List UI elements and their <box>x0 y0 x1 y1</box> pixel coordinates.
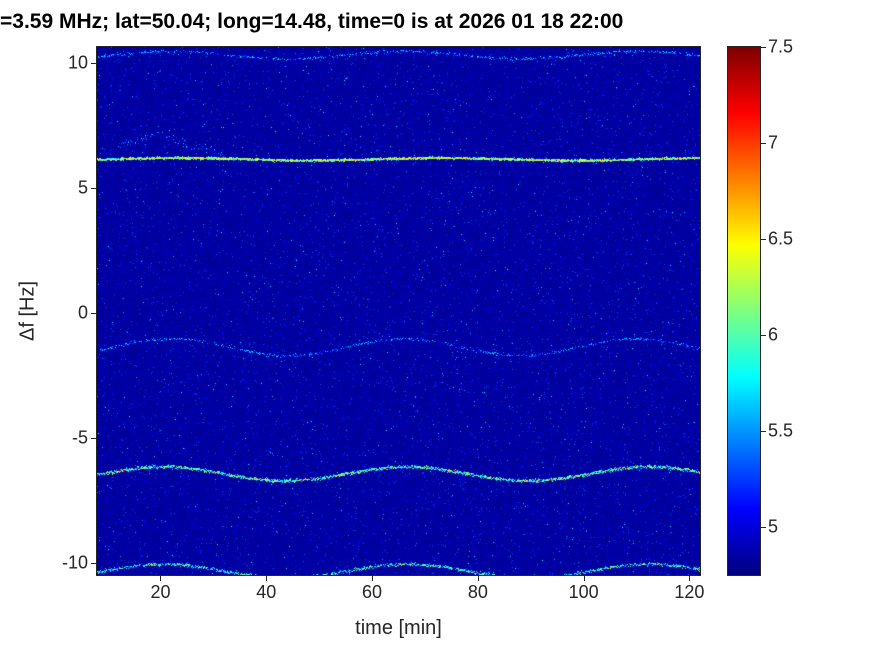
colorbar-tick-label: 5.5 <box>768 420 794 441</box>
x-tick-label: 20 <box>150 582 171 602</box>
x-tick-mark <box>689 576 691 581</box>
colorbar-tick-mark <box>761 47 766 48</box>
y-tick-label: 5 <box>77 177 88 198</box>
y-tick-mark <box>91 437 96 439</box>
y-tick-label: -5 <box>71 427 88 448</box>
colorbar-tick-mark <box>761 527 766 528</box>
colorbar-tick-label: 6 <box>768 324 779 345</box>
colorbar-tick-mark <box>761 335 766 336</box>
colorbar-tick-mark <box>761 431 766 432</box>
y-tick-mark <box>91 188 96 190</box>
x-tick-mark <box>477 576 479 581</box>
colorbar-tick-label: 6.5 <box>768 228 794 249</box>
colorbar <box>727 46 761 576</box>
y-tick-mark <box>91 562 96 564</box>
x-tick-mark <box>266 576 268 581</box>
x-tick-label: 120 <box>674 582 705 602</box>
x-tick-label: 40 <box>256 582 277 602</box>
x-tick-mark <box>583 576 585 581</box>
colorbar-tick-label: 7.5 <box>768 36 794 57</box>
y-tick-mark <box>91 312 96 314</box>
x-tick-mark <box>372 576 374 581</box>
y-tick-label: 10 <box>67 52 88 73</box>
y-tick-mark <box>91 63 96 65</box>
x-tick-label: 100 <box>568 582 599 602</box>
x-tick-label: 60 <box>362 582 383 602</box>
x-tick-label: 80 <box>467 582 488 602</box>
colorbar-tick-mark <box>761 239 766 240</box>
chart-title: =3.59 MHz; lat=50.04; long=14.48, time=0… <box>0 10 624 33</box>
colorbar-tick-label: 7 <box>768 132 779 153</box>
colorbar-tick-mark <box>761 143 766 144</box>
y-tick-label: -10 <box>61 552 88 573</box>
spectrogram-plot <box>96 46 701 576</box>
x-axis-label: time [min] <box>355 617 442 639</box>
x-tick-mark <box>160 576 162 581</box>
colorbar-tick-label: 5 <box>768 516 779 537</box>
y-tick-label: 0 <box>77 302 88 323</box>
